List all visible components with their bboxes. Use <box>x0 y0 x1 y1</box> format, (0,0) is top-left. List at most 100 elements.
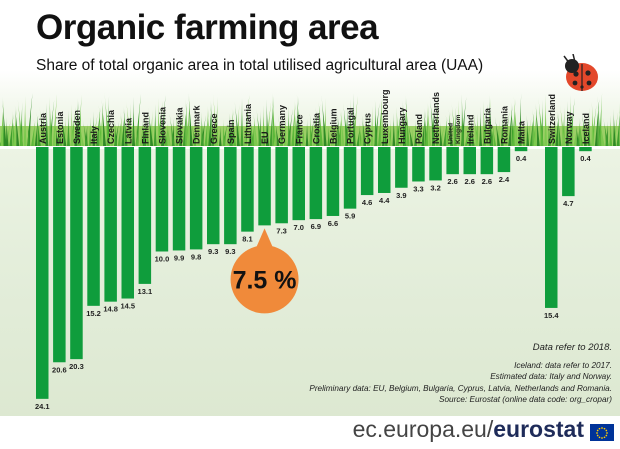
grass-blade <box>396 107 400 148</box>
grass-blade <box>218 125 222 148</box>
grass-blade <box>305 119 309 148</box>
grass-blade <box>296 94 302 148</box>
grass-blade <box>277 115 284 148</box>
grass-blade <box>399 104 405 148</box>
category-label: Malta <box>517 120 527 144</box>
value-label: 9.9 <box>174 253 184 262</box>
bar-slovakia <box>172 147 186 251</box>
grass-blade <box>188 93 193 148</box>
grass-blade <box>163 126 168 148</box>
grass-blade <box>104 93 111 148</box>
grass-blade <box>225 116 231 148</box>
grass-blade <box>500 114 504 148</box>
grass-blade <box>511 99 516 148</box>
bar-romania <box>497 147 511 173</box>
grass-blade <box>421 111 426 148</box>
grass-blade <box>492 123 497 148</box>
category-label: Portugal <box>346 107 356 144</box>
grass-blade <box>461 94 465 148</box>
value-label: 20.3 <box>69 362 84 371</box>
grass-blade <box>343 102 349 148</box>
grass-blade <box>403 98 407 148</box>
value-label: 3.9 <box>396 191 406 200</box>
value-label: 14.5 <box>120 302 135 311</box>
eurostat-url[interactable]: ec.europa.eu/eurostat <box>353 416 584 443</box>
grass-blade <box>535 103 541 148</box>
grass-blade <box>251 117 256 148</box>
footer: ec.europa.eu/eurostat <box>0 416 620 449</box>
value-label: 13.1 <box>138 287 153 296</box>
grass-blade <box>88 117 92 148</box>
eu-callout-value: 7.5 % <box>233 266 297 294</box>
grass-blade <box>478 107 483 148</box>
grass-blade <box>0 100 4 148</box>
grass-blade <box>594 99 600 148</box>
grass-blade <box>413 120 418 148</box>
grass-blade <box>222 119 226 148</box>
grass-blade <box>448 109 454 148</box>
category-label: Poland <box>414 114 424 144</box>
grass-blade <box>95 108 101 148</box>
value-label: 2.6 <box>465 177 475 186</box>
grass-blade <box>532 109 537 148</box>
grass-blade <box>544 94 548 148</box>
category-label: EU <box>260 131 270 144</box>
grass-blade <box>185 99 190 148</box>
value-label: 9.3 <box>208 247 218 256</box>
category-label: Luxembourg <box>380 89 390 144</box>
value-label: 3.3 <box>413 184 423 193</box>
flag-star <box>603 435 606 438</box>
grass-blade <box>247 123 253 148</box>
category-label: Netherlands <box>431 92 441 144</box>
grass-blade <box>153 104 157 148</box>
grass-blade <box>262 105 266 148</box>
grass-blade <box>275 121 280 148</box>
bar-czechia <box>104 147 117 302</box>
grass-blade <box>250 120 255 148</box>
grass-blade <box>256 108 262 148</box>
grass-blade <box>240 98 244 148</box>
grass-decoration <box>0 93 620 149</box>
grass-blade <box>482 101 487 148</box>
category-label: Norway <box>564 111 574 144</box>
grass-blade <box>522 121 526 148</box>
grass-blade <box>179 105 183 148</box>
grass-blade <box>12 111 16 148</box>
grass-blade <box>253 114 259 148</box>
grass-blade <box>315 107 320 148</box>
category-label: Bulgaria <box>482 107 492 144</box>
grass-blade <box>377 97 383 148</box>
grass-blade <box>603 118 609 148</box>
grass-blade <box>426 102 432 148</box>
category-label: Germany <box>277 105 287 144</box>
grass-blade <box>370 106 374 148</box>
grass-blade <box>265 99 270 148</box>
bar-switzerland <box>545 147 558 308</box>
chart-notes: Data refer to 2018. Iceland: data refer … <box>309 342 612 406</box>
footer-brand: eurostat <box>493 416 584 442</box>
grass-blade <box>526 115 530 148</box>
bar-finland <box>138 147 152 284</box>
bar-cyprus <box>360 147 374 196</box>
grass-blade <box>121 109 125 148</box>
note-source: Source: Eurostat (online data code: org_… <box>439 395 612 404</box>
grass-blade <box>126 100 132 148</box>
value-label: 2.4 <box>499 175 510 184</box>
note-preliminary: Preliminary data: EU, Belgium, Bulgaria,… <box>309 383 612 393</box>
grass-blade <box>578 117 584 148</box>
bar-iceland <box>579 147 592 152</box>
grass-blade <box>23 96 27 148</box>
value-label: 6.6 <box>328 219 338 228</box>
grass-blade <box>490 126 494 148</box>
grass-blade <box>294 100 298 148</box>
grass-blade <box>33 118 38 148</box>
grass-blade <box>569 95 573 148</box>
grass-blade <box>334 117 339 148</box>
grass-blade <box>5 117 9 148</box>
grass-blade <box>9 114 14 148</box>
flag-star <box>596 431 598 434</box>
grass-blade <box>66 110 71 148</box>
bar-portugal <box>343 147 357 209</box>
grass-blade <box>147 107 154 148</box>
grass-blade <box>575 123 580 148</box>
